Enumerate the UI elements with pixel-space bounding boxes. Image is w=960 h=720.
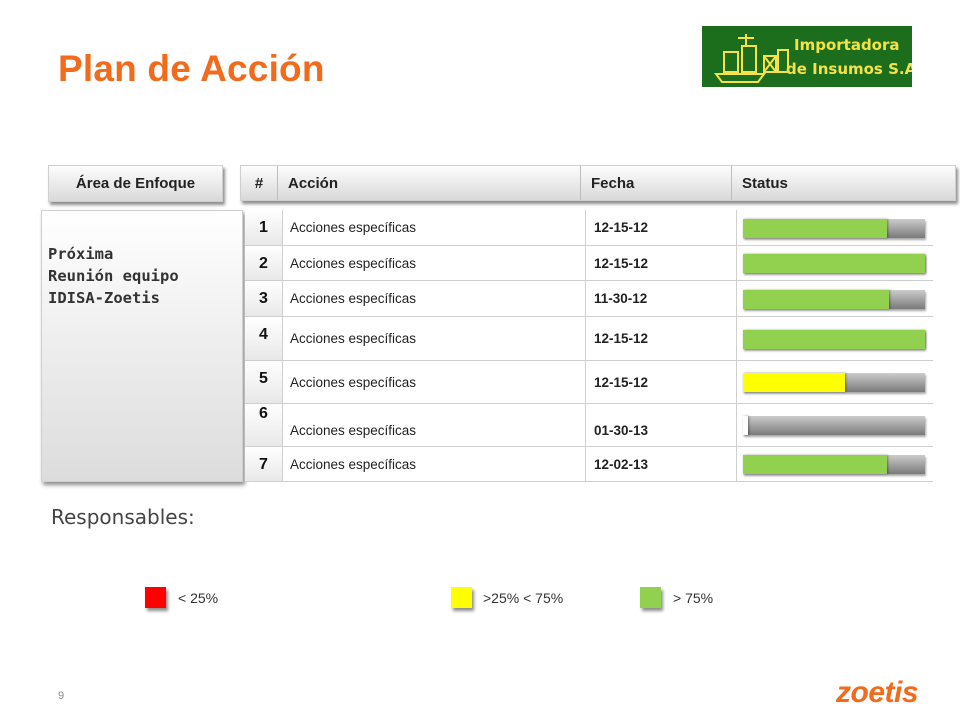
row-number: 1: [245, 210, 283, 245]
row-action: Acciones específicas: [283, 361, 586, 403]
logo-line2: de Insumos S.A.: [786, 60, 912, 78]
brand-logo: zoetis: [836, 676, 919, 709]
row-action: Acciones específicas: [283, 447, 586, 481]
row-action: Acciones específicas: [283, 317, 586, 360]
row-status: [737, 447, 933, 481]
table-row: 5 Acciones específicas 12-15-12: [245, 361, 933, 404]
progress-track: [743, 219, 925, 238]
progress-fill: [743, 416, 748, 435]
row-date: 01-30-13: [586, 404, 737, 446]
col-header-date: Fecha: [581, 166, 732, 200]
table-row: 1 Acciones específicas 12-15-12: [245, 210, 933, 246]
progress-fill: [743, 455, 887, 474]
legend-swatch-green: [640, 587, 661, 608]
row-date: 12-15-12: [586, 361, 737, 403]
company-logo: Importadora de Insumos S.A.: [702, 26, 912, 87]
col-header-action: Acción: [278, 166, 581, 200]
row-date: 12-15-12: [586, 210, 737, 245]
progress-track: [743, 373, 925, 392]
action-table: 1 Acciones específicas 12-15-12 2 Acciones e…: [245, 210, 933, 482]
col-header-status: Status: [742, 174, 788, 192]
row-action: Acciones específicas: [283, 210, 586, 245]
focus-area-text: Próxima Reunión equipo IDISA-Zoetis: [48, 245, 179, 307]
table-row: 4 Acciones específicas 12-15-12: [245, 317, 933, 361]
row-status: [737, 281, 933, 316]
row-action: Acciones específicas: [283, 246, 586, 280]
row-date: 11-30-12: [586, 281, 737, 316]
progress-track: [743, 455, 925, 474]
area-header: Área de Enfoque: [48, 165, 223, 202]
progress-track: [743, 416, 925, 435]
row-status: [737, 404, 933, 446]
progress-track: [743, 290, 925, 309]
progress-track: [743, 254, 925, 273]
row-status: [737, 246, 933, 280]
table-row: 3 Acciones específicas 11-30-12: [245, 281, 933, 317]
row-status: [737, 361, 933, 403]
row-number: 2: [245, 246, 283, 280]
legend-label-high: > 75%: [673, 590, 714, 606]
col-header-num: #: [241, 166, 278, 200]
row-date: 12-15-12: [586, 317, 737, 360]
row-status: [737, 210, 933, 245]
progress-track: [743, 330, 925, 349]
row-status: [737, 317, 933, 360]
table-row: 2 Acciones específicas 12-15-12: [245, 246, 933, 281]
progress-fill: [743, 254, 925, 273]
row-date: 12-02-13: [586, 447, 737, 481]
legend-label-low: < 25%: [178, 590, 219, 606]
table-row: 6 Acciones específicas 01-30-13: [245, 404, 933, 447]
legend-swatch-yellow: [451, 587, 472, 608]
logo-line1: Importadora: [794, 36, 900, 54]
row-action: Acciones específicas: [283, 281, 586, 316]
progress-fill: [743, 373, 845, 392]
row-number: 7: [245, 447, 283, 481]
row-action: Acciones específicas: [283, 404, 586, 446]
progress-fill: [743, 290, 889, 309]
page-number: 9: [58, 690, 65, 702]
legend-swatch-red: [145, 587, 166, 608]
row-number: 5: [245, 361, 283, 403]
progress-fill: [743, 330, 925, 349]
row-number: 4: [245, 317, 283, 360]
responsables-label: Responsables:: [51, 505, 195, 529]
table-row: 7 Acciones específicas 12-02-13: [245, 447, 933, 482]
page-title: Plan de Acción: [58, 48, 325, 89]
row-number: 6: [245, 404, 283, 446]
row-date: 12-15-12: [586, 246, 737, 280]
focus-area-box: Próxima Reunión equipo IDISA-Zoetis: [41, 210, 243, 482]
legend-label-mid: >25% < 75%: [483, 590, 564, 606]
table-header: # Acción Fecha Status: [240, 165, 956, 201]
row-number: 3: [245, 281, 283, 316]
progress-fill: [743, 219, 887, 238]
